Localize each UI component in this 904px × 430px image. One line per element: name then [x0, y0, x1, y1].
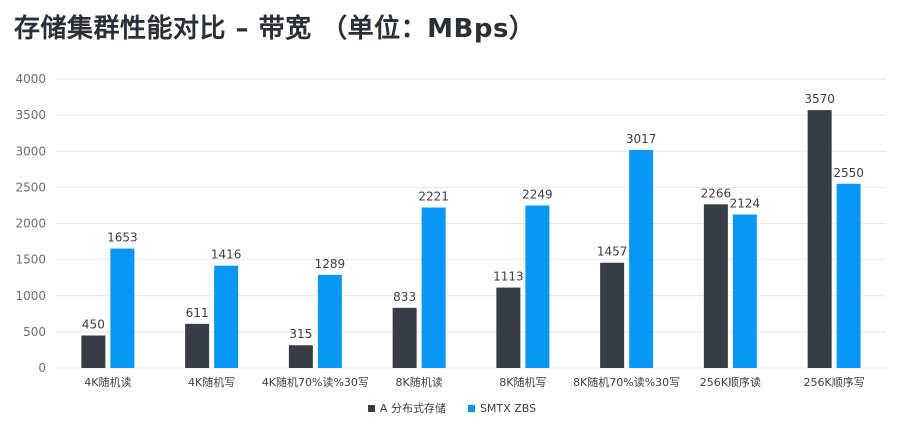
data-label-series-b-7: 2550	[833, 166, 864, 180]
x-tick-label-0: 4K随机读	[84, 375, 131, 389]
x-tick-label-4: 8K随机写	[499, 375, 546, 389]
data-label-series-a-7: 3570	[804, 92, 835, 106]
y-tick-label-500: 500	[23, 325, 46, 339]
y-tick-label-2000: 2000	[15, 217, 46, 231]
bar-series-a-7	[807, 110, 832, 368]
legend-swatch-series-a	[367, 404, 375, 412]
bar-series-b-3	[421, 207, 446, 368]
data-label-series-b-4: 2249	[522, 188, 553, 202]
x-tick-label-6: 256K顺序读	[700, 375, 761, 389]
data-label-series-a-2: 315	[289, 327, 312, 341]
chart-title: 存储集群性能对比 – 带宽 （单位：MBps）	[14, 14, 536, 44]
bar-series-a-0	[81, 335, 106, 368]
y-tick-label-3500: 3500	[15, 108, 46, 122]
legend-label-series-b: SMTX ZBS	[479, 401, 537, 415]
data-label-series-b-3: 2221	[418, 190, 449, 204]
x-tick-label-3: 8K随机读	[396, 375, 443, 389]
bar-series-b-5	[629, 150, 654, 368]
y-tick-label-3000: 3000	[15, 144, 46, 158]
y-tick-label-0: 0	[38, 361, 46, 375]
y-tick-label-1000: 1000	[15, 289, 46, 303]
data-label-series-a-4: 1113	[493, 270, 524, 284]
bar-series-a-6	[703, 204, 728, 368]
x-tick-label-7: 256K顺序写	[804, 375, 865, 389]
x-tick-label-2: 4K随机70%读%30写	[262, 375, 369, 389]
data-label-series-b-2: 1289	[315, 257, 346, 271]
y-tick-label-1500: 1500	[15, 253, 46, 267]
legend-item-series-b[interactable]: SMTX ZBS	[467, 400, 537, 416]
bar-series-a-3	[392, 307, 417, 368]
data-label-series-a-5: 1457	[597, 245, 628, 259]
data-label-series-b-5: 3017	[626, 132, 657, 146]
bar-series-b-0	[110, 248, 135, 368]
bar-series-b-6	[732, 214, 757, 368]
bar-series-a-4	[496, 287, 521, 368]
legend: A 分布式存储 SMTX ZBS	[0, 400, 904, 416]
data-label-series-a-3: 833	[393, 290, 416, 304]
bar-series-a-5	[600, 262, 625, 368]
bar-series-b-1	[214, 265, 239, 368]
bar-series-b-4	[525, 205, 550, 368]
data-label-series-a-1: 611	[186, 306, 209, 320]
bar-series-a-1	[185, 323, 210, 368]
bar-series-b-2	[317, 274, 342, 368]
data-label-series-b-6: 2124	[730, 197, 761, 211]
y-tick-label-2500: 2500	[15, 180, 46, 194]
y-tick-label-4000: 4000	[15, 72, 46, 86]
legend-item-series-a[interactable]: A 分布式存储	[367, 400, 446, 416]
legend-label-series-a: A 分布式存储	[379, 402, 446, 415]
x-tick-label-1: 4K随机写	[188, 375, 235, 389]
data-label-series-a-6: 2266	[701, 186, 732, 200]
legend-swatch-series-b	[467, 404, 475, 412]
x-tick-label-5: 8K随机70%读%30写	[573, 375, 680, 389]
bar-series-a-2	[288, 345, 313, 368]
data-label-series-a-0: 450	[82, 317, 105, 331]
data-label-series-b-1: 1416	[211, 248, 242, 262]
data-label-series-b-0: 1653	[107, 231, 138, 245]
bar-series-b-7	[836, 183, 861, 368]
